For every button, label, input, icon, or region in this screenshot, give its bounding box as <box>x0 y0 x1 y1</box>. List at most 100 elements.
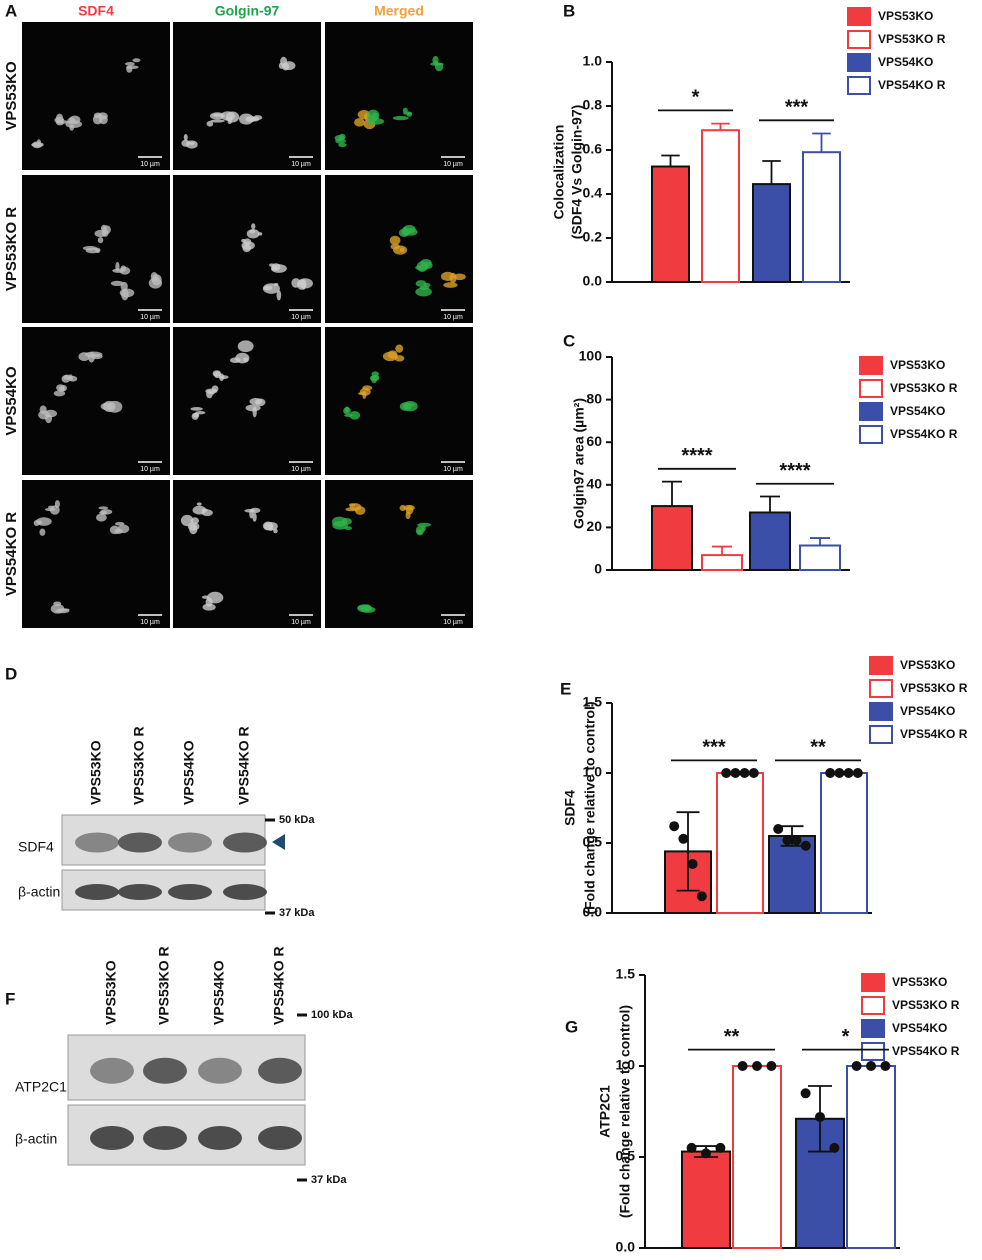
cell-signal <box>249 397 263 405</box>
lane-label: VPS54KO R <box>271 946 287 1025</box>
cell-signal <box>69 115 81 124</box>
cell-signal <box>225 111 240 123</box>
bar <box>681 1150 731 1250</box>
panel-label: C <box>563 331 575 350</box>
cell-signal <box>206 389 213 399</box>
data-point <box>739 768 750 778</box>
y-tick-label: 0 <box>594 561 602 577</box>
error-bar <box>712 545 732 556</box>
cell-signal <box>362 385 373 391</box>
y-tick-label: 0.8 <box>583 97 603 113</box>
bar <box>799 544 841 572</box>
micrograph <box>22 327 170 475</box>
cell-signal <box>389 235 401 246</box>
band-label: SDF4 <box>18 839 54 855</box>
y-tick-label: 60 <box>586 433 602 449</box>
band <box>143 1057 187 1084</box>
y-axis-label: Colocalization <box>551 125 567 220</box>
lane-label: VPS54KO <box>211 960 227 1025</box>
error-bar <box>760 495 780 513</box>
cell-signal <box>180 514 194 527</box>
cell-signal <box>343 407 351 415</box>
cell-signal <box>219 375 229 380</box>
cell-signal <box>206 120 214 127</box>
y-tick-label: 40 <box>586 476 602 492</box>
band <box>168 884 212 900</box>
significance-label: ** <box>724 1026 740 1048</box>
y-tick-label: 20 <box>586 518 602 534</box>
data-point <box>800 840 811 851</box>
micrograph <box>325 22 473 170</box>
data-point <box>687 859 698 869</box>
cell-signal <box>202 603 216 611</box>
data-point <box>715 1142 726 1153</box>
data-point <box>829 1142 840 1153</box>
cell-signal <box>449 272 457 284</box>
cell-signal <box>420 259 432 267</box>
cell-signal <box>53 390 66 397</box>
cell-signal <box>387 350 398 359</box>
scale-bar-label: 10 µm <box>443 466 463 473</box>
cell-signal <box>252 406 257 418</box>
cell-signal <box>36 517 52 526</box>
row-label: VPS53KO R <box>3 207 20 291</box>
y-tick-label: 1.0 <box>583 53 603 69</box>
band <box>118 832 162 853</box>
cell-signal <box>282 61 296 71</box>
error-bar <box>810 537 830 546</box>
cell-signal <box>453 273 466 281</box>
scale-bar-label: 10 µm <box>291 466 311 473</box>
data-point <box>782 835 793 846</box>
band <box>168 832 212 853</box>
cell-signal <box>213 371 221 379</box>
micrograph <box>22 480 170 628</box>
panel-label: G <box>565 1017 578 1036</box>
bar <box>651 505 693 572</box>
panel-label: E <box>560 679 571 698</box>
y-axis-label: (SDF4 Vs Golgin-97) <box>569 105 585 240</box>
data-point <box>852 768 863 778</box>
row-label: VPS54KO R <box>3 512 20 596</box>
bar <box>651 165 690 283</box>
cell-signal <box>364 604 372 612</box>
cell-signal <box>344 413 353 417</box>
panel-label: D <box>5 664 17 683</box>
legend-label: VPS54KO R <box>878 78 946 92</box>
cell-signal <box>121 288 129 301</box>
lane-label: VPS53KO R <box>156 946 172 1025</box>
legend-label: VPS54KO <box>878 55 933 69</box>
legend-swatch <box>847 76 871 95</box>
cell-signal <box>335 138 346 144</box>
cell-signal <box>97 237 104 244</box>
y-tick-label: 80 <box>586 390 602 406</box>
data-point <box>752 1061 762 1071</box>
scale-bar-label: 10 µm <box>443 314 463 321</box>
cell-signal <box>82 245 98 251</box>
significance-label: **** <box>681 445 712 467</box>
cell-signal <box>237 340 254 353</box>
cell-signal <box>196 502 202 506</box>
row-label: VPS53KO <box>3 61 20 131</box>
cell-signal <box>276 290 282 301</box>
cell-signal <box>415 280 427 287</box>
scale-bar-label: 10 µm <box>443 619 463 626</box>
significance-label: *** <box>702 737 726 759</box>
cell-signal <box>406 112 413 117</box>
legend-label: VPS54KO <box>900 704 955 718</box>
legend-swatch <box>847 53 871 72</box>
bar <box>716 772 764 914</box>
y-tick-label: 0.4 <box>583 185 603 201</box>
cell-signal <box>390 243 400 250</box>
significance-label: ** <box>810 737 826 759</box>
y-tick-label: 0.0 <box>583 273 603 289</box>
cell-signal <box>126 65 133 73</box>
y-tick-label: 0.5 <box>616 1148 636 1164</box>
cell-signal <box>251 223 256 230</box>
column-header: SDF4 <box>78 3 114 19</box>
micrograph <box>173 480 321 628</box>
data-point <box>866 1061 876 1071</box>
column-header: Merged <box>374 3 424 19</box>
cell-signal <box>45 413 53 424</box>
bar <box>846 1065 896 1249</box>
cell-signal <box>269 263 275 267</box>
